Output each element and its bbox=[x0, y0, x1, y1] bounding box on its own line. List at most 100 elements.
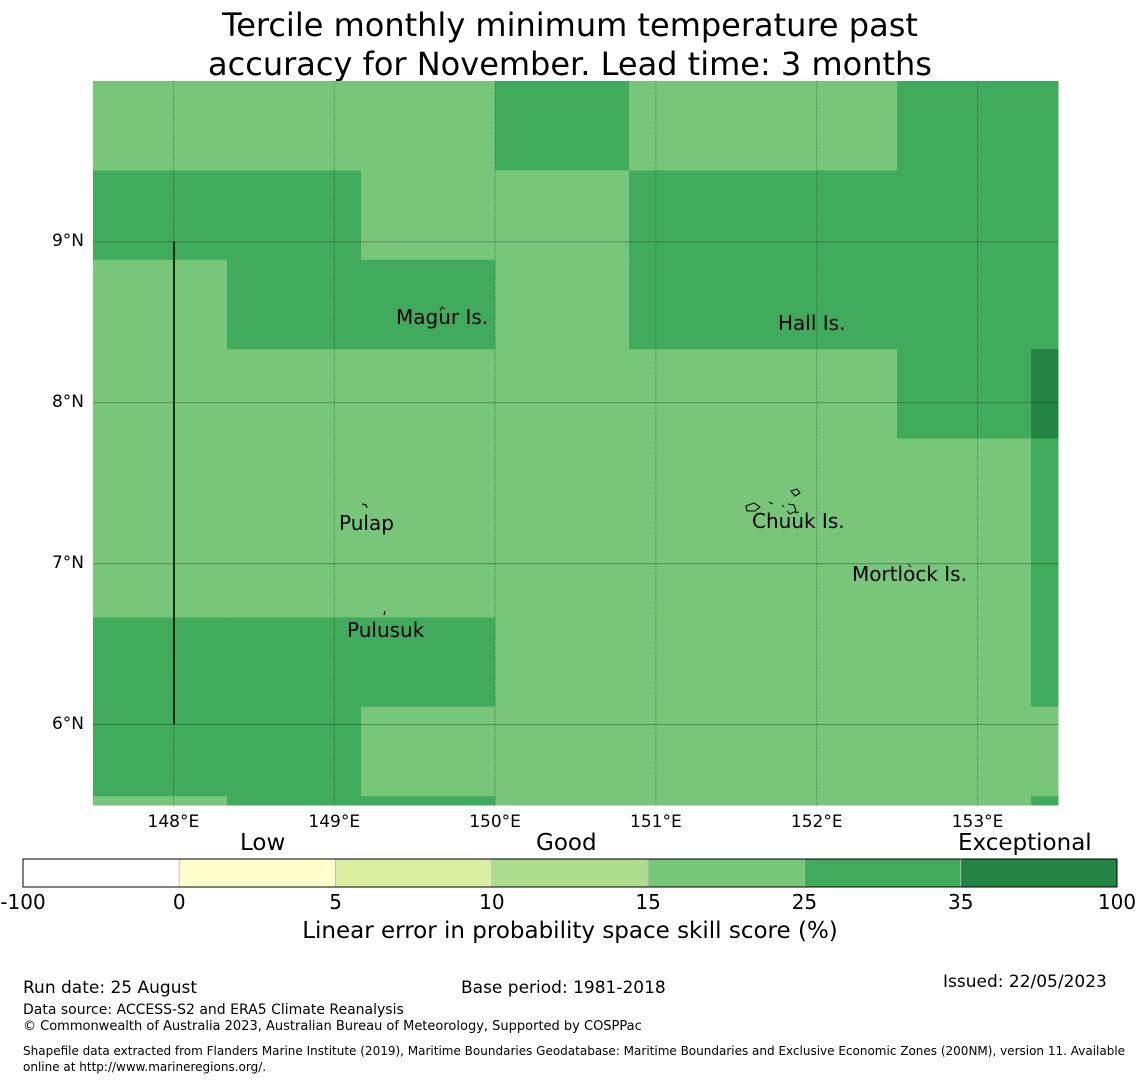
skill-grid bbox=[93, 81, 1059, 806]
latitude-tick-label: 8°N bbox=[51, 391, 84, 412]
grid-cell bbox=[1031, 796, 1059, 806]
base-period: Base period: 1981-2018 bbox=[461, 978, 666, 998]
grid-cell bbox=[897, 170, 1032, 261]
grid-cell bbox=[897, 81, 1032, 171]
colorbar-frame bbox=[22, 858, 1118, 888]
grid-cell bbox=[495, 438, 630, 529]
grid-cell bbox=[629, 706, 764, 797]
grid-cell bbox=[1031, 617, 1059, 708]
grid-cell bbox=[93, 617, 228, 708]
colorbar-tick-label: 10 bbox=[479, 890, 505, 914]
grid-cell bbox=[1031, 259, 1059, 350]
grid-cell bbox=[763, 796, 898, 806]
grid-cell bbox=[763, 438, 898, 529]
shapefile-credit: Shapefile data extracted from Flanders M… bbox=[23, 1044, 1126, 1074]
grid-cell bbox=[1031, 528, 1059, 618]
grid-cell bbox=[897, 438, 1032, 529]
grid-cell bbox=[361, 170, 496, 261]
grid-cell bbox=[897, 528, 1032, 618]
grid-cell bbox=[763, 528, 898, 618]
pulap-outline bbox=[361, 503, 368, 509]
grid-cell bbox=[361, 617, 496, 708]
colorbar-segment bbox=[960, 858, 1118, 888]
grid-cell bbox=[897, 617, 1032, 708]
category-low: Low bbox=[240, 830, 286, 856]
island-label: Magur Is. bbox=[396, 305, 489, 329]
longitude-tick-label: 151°E bbox=[630, 812, 682, 832]
grid-cell bbox=[495, 259, 630, 350]
grid-cell bbox=[361, 349, 496, 440]
grid-cell bbox=[93, 259, 228, 350]
grid-cell bbox=[227, 81, 362, 171]
data-source: Data source: ACCESS-S2 and ERA5 Climate … bbox=[23, 1002, 404, 1018]
chart-title-line-1: Tercile monthly minimum temperature past bbox=[222, 6, 918, 44]
grid-cell bbox=[93, 528, 228, 618]
longitude-tick-label: 153°E bbox=[951, 812, 1004, 832]
colorbar-segment bbox=[491, 858, 649, 888]
grid-cell bbox=[227, 796, 362, 806]
colorbar-tick-label: 25 bbox=[791, 890, 818, 914]
run-date: Run date: 25 August bbox=[23, 978, 197, 998]
longitude-tick-label: 150°E bbox=[469, 812, 521, 832]
colorbar-tick-label: 100 bbox=[1097, 890, 1137, 914]
grid-cell bbox=[361, 259, 496, 350]
grid-cell bbox=[495, 349, 630, 440]
grid-cell bbox=[361, 528, 496, 618]
issued-date: Issued: 22/05/2023 bbox=[943, 972, 1107, 992]
longitude-tick-label: 152°E bbox=[790, 812, 843, 832]
grid-cell bbox=[629, 81, 764, 171]
grid-cell bbox=[1031, 438, 1059, 529]
grid-cell bbox=[629, 528, 764, 618]
island-label: Pulusuk bbox=[347, 618, 425, 642]
colorbar bbox=[22, 858, 1118, 888]
grid-cell bbox=[1031, 81, 1059, 171]
colorbar-tick-label: 35 bbox=[947, 890, 974, 914]
grid-cell bbox=[1031, 170, 1059, 261]
grid-cell bbox=[629, 170, 764, 261]
chuuk-outline bbox=[745, 488, 801, 515]
colorbar-tick-label: 15 bbox=[635, 890, 661, 914]
grid-cell bbox=[227, 170, 362, 261]
grid-cell bbox=[629, 349, 764, 440]
pulusuk-outline bbox=[383, 610, 386, 616]
grid-cell bbox=[629, 617, 764, 708]
grid-cell bbox=[1031, 706, 1059, 797]
latitude-tick-label: 7°N bbox=[51, 552, 84, 573]
grid-cell bbox=[1031, 349, 1059, 440]
grid-cell bbox=[93, 81, 228, 171]
colorbar-segment bbox=[335, 858, 493, 888]
grid-cell bbox=[897, 796, 1032, 806]
grid-cell bbox=[93, 438, 228, 529]
grid-cell bbox=[897, 706, 1032, 797]
longitude-tick-label: 149°E bbox=[308, 812, 361, 832]
grid-cell bbox=[93, 796, 228, 806]
grid-cell bbox=[93, 170, 228, 261]
grid-cell bbox=[361, 706, 496, 797]
grid-cell bbox=[495, 528, 630, 618]
grid-cell bbox=[93, 349, 228, 440]
colorbar-label: Linear error in probability space skill … bbox=[302, 918, 838, 944]
grid-cell bbox=[227, 706, 362, 797]
longitude-tick-label: 148°E bbox=[147, 812, 200, 832]
graticule bbox=[93, 81, 1058, 805]
grid-cell bbox=[763, 170, 898, 261]
grid-cell bbox=[763, 81, 898, 171]
colorbar-segment bbox=[804, 858, 962, 888]
grid-cell bbox=[629, 259, 764, 350]
colorbar-segment bbox=[178, 858, 336, 888]
island-outlines bbox=[361, 306, 912, 616]
grid-cell bbox=[227, 438, 362, 529]
grid-cell bbox=[763, 349, 898, 440]
grid-cell bbox=[227, 349, 362, 440]
grid-cell bbox=[227, 617, 362, 708]
copyright-notice: © Commonwealth of Australia 2023, Austra… bbox=[23, 1019, 642, 1034]
island-label: Mortlock Is. bbox=[852, 562, 967, 586]
grid-cell bbox=[495, 81, 630, 171]
category-good: Good bbox=[536, 830, 597, 856]
grid-cell bbox=[763, 259, 898, 350]
latitude-tick-label: 9°N bbox=[51, 230, 84, 251]
latitude-tick-label: 6°N bbox=[51, 713, 84, 734]
grid-cell bbox=[897, 349, 1032, 440]
grid-cell bbox=[227, 259, 362, 350]
grid-cell bbox=[361, 81, 496, 171]
